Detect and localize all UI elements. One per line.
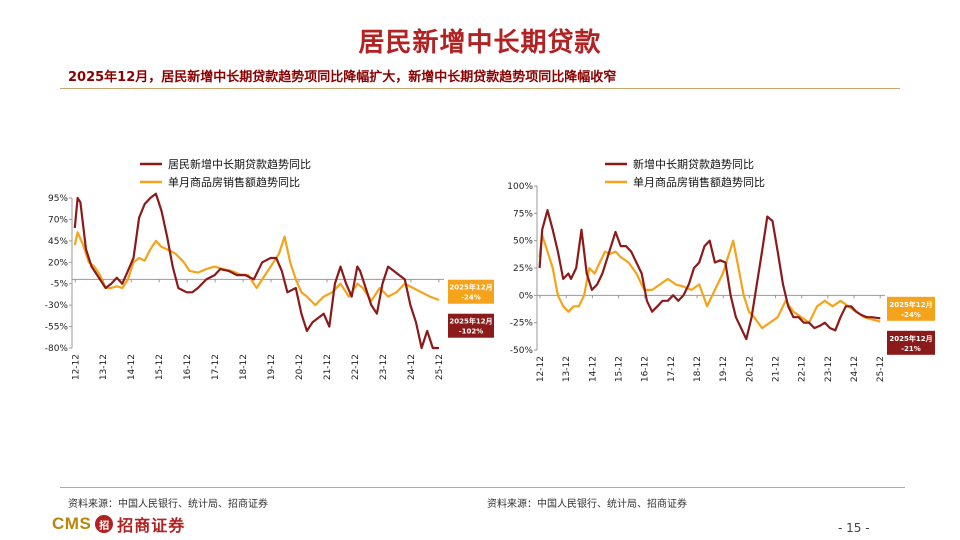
series-line — [538, 208, 881, 341]
source-note-right: 资料来源：中国人民银行、统计局、招商证券 — [487, 499, 687, 510]
y-tick-label: 75% — [513, 209, 533, 219]
page-number: - 15 - — [838, 521, 870, 535]
x-tick-label: 23-12 — [824, 356, 834, 382]
x-tick-label: 17-12 — [667, 356, 677, 382]
x-tick-label: 19-12 — [267, 354, 277, 380]
y-tick-label: -55% — [45, 323, 69, 333]
chart-right-svg: 100% 75% 50% 25% 0% -25% -50%12-12 13-12 14-12 15… — [507, 157, 935, 382]
legend-label: 单月商品房销售额趋势同比 — [168, 175, 300, 189]
x-tick-label: 18-12 — [693, 356, 703, 382]
x-tick-label: 20-12 — [295, 354, 305, 380]
company-logo: CMS 招 招商证券 — [52, 512, 185, 536]
y-tick-label: -25% — [510, 319, 534, 329]
x-tick-label: 12-12 — [536, 356, 546, 382]
y-tick-label: 50% — [513, 237, 533, 247]
x-tick-label: 20-12 — [745, 356, 755, 382]
y-tick-label: 0% — [519, 291, 534, 301]
series-line — [73, 192, 439, 350]
legend-label: 居民新增中长期贷款趋势同比 — [168, 157, 311, 171]
x-tick-label: 14-12 — [588, 356, 598, 382]
annotation-value: -24% — [461, 294, 481, 302]
x-tick-label: 17-12 — [211, 354, 221, 380]
y-tick-label: -30% — [45, 301, 69, 311]
logo-cms-text: CMS — [52, 514, 92, 533]
annotation-date: 2025年12月 — [889, 300, 932, 309]
x-tick-label: 19-12 — [719, 356, 729, 382]
x-tick-label: 13-12 — [99, 354, 109, 380]
annotation-date: 2025年12月 — [449, 283, 492, 292]
x-tick-label: 13-12 — [562, 356, 572, 382]
x-tick-label: 22-12 — [798, 356, 808, 382]
series-line — [538, 234, 881, 330]
y-tick-label: -5% — [50, 280, 68, 290]
y-tick-label: 45% — [48, 237, 68, 247]
x-tick-label: 14-12 — [127, 354, 137, 380]
legend-label: 新增中长期贷款趋势同比 — [633, 157, 754, 171]
x-tick-label: 25-12 — [876, 356, 886, 382]
logo-chinese-text: 招商证券 — [117, 516, 186, 535]
x-tick-label: 16-12 — [183, 354, 193, 380]
x-tick-label: 18-12 — [239, 354, 249, 380]
x-tick-label: 23-12 — [379, 354, 389, 380]
annotation-date: 2025年12月 — [889, 334, 932, 343]
x-tick-label: 15-12 — [615, 356, 625, 382]
annotation-box — [448, 279, 494, 304]
chart-left-svg: 95% 70% 45% 20% -5% -30% -55% -80%12-12 13-12 14-… — [45, 157, 494, 380]
annotation-value: -102% — [459, 328, 484, 336]
y-tick-label: 100% — [507, 182, 533, 192]
y-tick-label: 20% — [48, 258, 68, 268]
x-tick-label: 15-12 — [155, 354, 165, 380]
chart-right: 100% 75% 50% 25% 0% -25% -50% 12-12 13-12 14-12 15… — [495, 150, 935, 414]
annotation-value: -24% — [901, 311, 921, 319]
chart-left: 95% 70% 45% 20% -5% -30% -55% -80% 12-12 13-12 14-… — [30, 150, 494, 414]
y-tick-label: -50% — [510, 346, 534, 356]
x-tick-label: 12-12 — [71, 354, 81, 380]
legend-label: 单月商品房销售额趋势同比 — [633, 175, 765, 189]
y-tick-label: -80% — [45, 344, 69, 354]
x-tick-label: 24-12 — [850, 356, 860, 382]
page-title: 居民新增中长期贷款 — [358, 28, 602, 58]
logo-mark-icon: 招 — [95, 515, 114, 533]
x-tick-label: 25-12 — [435, 354, 445, 380]
annotation-value: -21% — [901, 345, 921, 353]
x-tick-label: 21-12 — [772, 356, 782, 382]
x-tick-label: 24-12 — [407, 354, 417, 380]
annotation-box — [887, 330, 935, 355]
x-tick-label: 22-12 — [351, 354, 361, 380]
y-tick-label: 25% — [513, 264, 533, 274]
y-tick-label: 95% — [48, 194, 68, 204]
page-subtitle: 2025年12月，居民新增中长期贷款趋势项同比降幅扩大，新增中长期贷款趋势项同比… — [68, 70, 617, 85]
y-tick-label: 70% — [48, 215, 68, 225]
x-tick-label: 21-12 — [323, 354, 333, 380]
footer-divider — [60, 487, 905, 488]
source-note-left: 资料来源：中国人民银行、统计局、招商证券 — [68, 499, 268, 510]
x-tick-label: 16-12 — [641, 356, 651, 382]
annotation-date: 2025年12月 — [449, 317, 492, 326]
annotation-box — [887, 296, 935, 321]
annotation-box — [448, 313, 494, 338]
header-divider — [60, 88, 900, 89]
